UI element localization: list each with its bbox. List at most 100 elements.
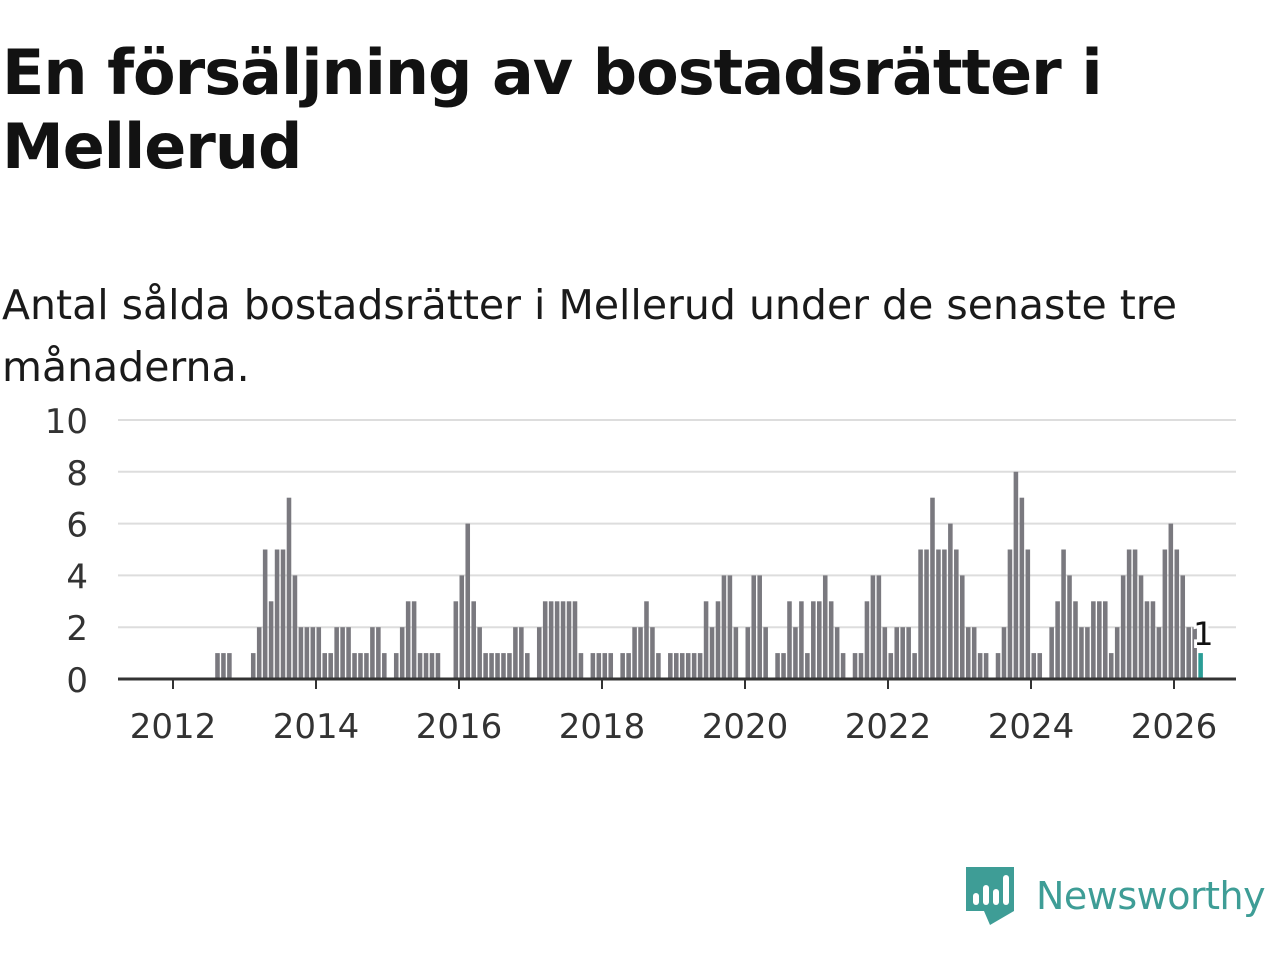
bar xyxy=(697,653,703,679)
bar xyxy=(942,549,947,679)
bar xyxy=(715,601,721,679)
bar xyxy=(674,653,679,679)
bar xyxy=(608,653,614,679)
bar xyxy=(858,653,864,679)
bar xyxy=(1091,601,1096,679)
bar xyxy=(1055,601,1060,679)
bar xyxy=(1114,627,1120,679)
bar xyxy=(1049,627,1054,679)
bar xyxy=(763,627,768,679)
bar-value-label: 1 xyxy=(1193,615,1213,653)
bar xyxy=(918,549,923,679)
bar xyxy=(572,601,578,679)
bar xyxy=(399,627,405,679)
bar xyxy=(775,653,780,679)
bar xyxy=(995,653,1001,679)
bar xyxy=(1085,627,1090,679)
bar xyxy=(221,653,226,679)
bar xyxy=(364,653,369,679)
bar xyxy=(495,653,500,679)
bar xyxy=(656,653,661,679)
bar xyxy=(459,575,465,679)
bar xyxy=(507,653,512,679)
bar xyxy=(888,653,894,679)
bar xyxy=(733,627,739,679)
bar xyxy=(1031,653,1037,679)
x-tick-label: 2016 xyxy=(416,707,503,747)
bar xyxy=(519,627,524,679)
bar xyxy=(334,627,339,679)
bar xyxy=(352,653,357,679)
bar xyxy=(745,627,751,679)
y-axis: 0 2 4 6 8 10 xyxy=(45,402,88,701)
bar xyxy=(1156,627,1162,679)
bar xyxy=(1168,523,1174,679)
bar xyxy=(1019,497,1025,679)
brand-name: Newsworthy xyxy=(1036,874,1266,918)
bar xyxy=(834,627,840,679)
y-tick-label: 0 xyxy=(66,661,88,701)
bar xyxy=(310,627,316,679)
bar xyxy=(525,653,530,679)
bar xyxy=(811,601,816,679)
bar xyxy=(429,653,435,679)
bar xyxy=(316,627,322,679)
bar xyxy=(644,601,649,679)
bar xyxy=(590,653,596,679)
bar xyxy=(1067,575,1072,679)
bar xyxy=(870,575,876,679)
bar xyxy=(250,653,256,679)
y-tick-label: 10 xyxy=(45,402,88,442)
x-axis: 2012 2014 2016 2018 2020 2022 2024 2026 xyxy=(118,677,1236,747)
x-tick-label: 2014 xyxy=(273,707,360,747)
bar xyxy=(912,653,917,679)
bar xyxy=(596,653,602,679)
bar-latest xyxy=(1198,653,1203,679)
bar xyxy=(393,653,399,679)
bar xyxy=(787,601,792,679)
newsworthy-logo[interactable]: Newsworthy xyxy=(964,864,1266,928)
bar xyxy=(358,653,363,679)
bar xyxy=(864,601,870,679)
bar xyxy=(1132,549,1138,679)
x-tick-label: 2024 xyxy=(988,707,1075,747)
bar xyxy=(727,575,733,679)
bar xyxy=(465,523,471,679)
y-tick-label: 4 xyxy=(66,557,88,597)
bar xyxy=(840,653,846,679)
x-tick-label: 2018 xyxy=(559,707,646,747)
bar xyxy=(286,497,292,679)
bar xyxy=(215,653,220,679)
bar xyxy=(1138,575,1144,679)
bar xyxy=(1061,549,1066,679)
bar xyxy=(453,601,459,679)
bar xyxy=(668,653,673,679)
bar xyxy=(960,575,965,679)
bar xyxy=(948,523,953,679)
bar xyxy=(983,653,989,679)
bar xyxy=(650,627,655,679)
bar xyxy=(227,653,232,679)
bar xyxy=(566,601,572,679)
bar xyxy=(554,601,560,679)
page-title: En försäljning av bostadsrätter i Meller… xyxy=(2,36,1103,183)
bar xyxy=(852,653,858,679)
bar xyxy=(685,653,691,679)
bar xyxy=(435,653,441,679)
bar xyxy=(638,627,643,679)
bar xyxy=(346,627,351,679)
bar xyxy=(483,653,488,679)
bar xyxy=(757,575,762,679)
bar xyxy=(1192,627,1197,679)
bar xyxy=(411,601,417,679)
bar xyxy=(1180,575,1186,679)
bar xyxy=(965,627,971,679)
bar xyxy=(1126,549,1132,679)
bar xyxy=(882,627,888,679)
bar xyxy=(632,627,637,679)
bar xyxy=(805,653,810,679)
bar xyxy=(501,653,506,679)
bar xyxy=(268,601,274,679)
bar xyxy=(274,549,280,679)
